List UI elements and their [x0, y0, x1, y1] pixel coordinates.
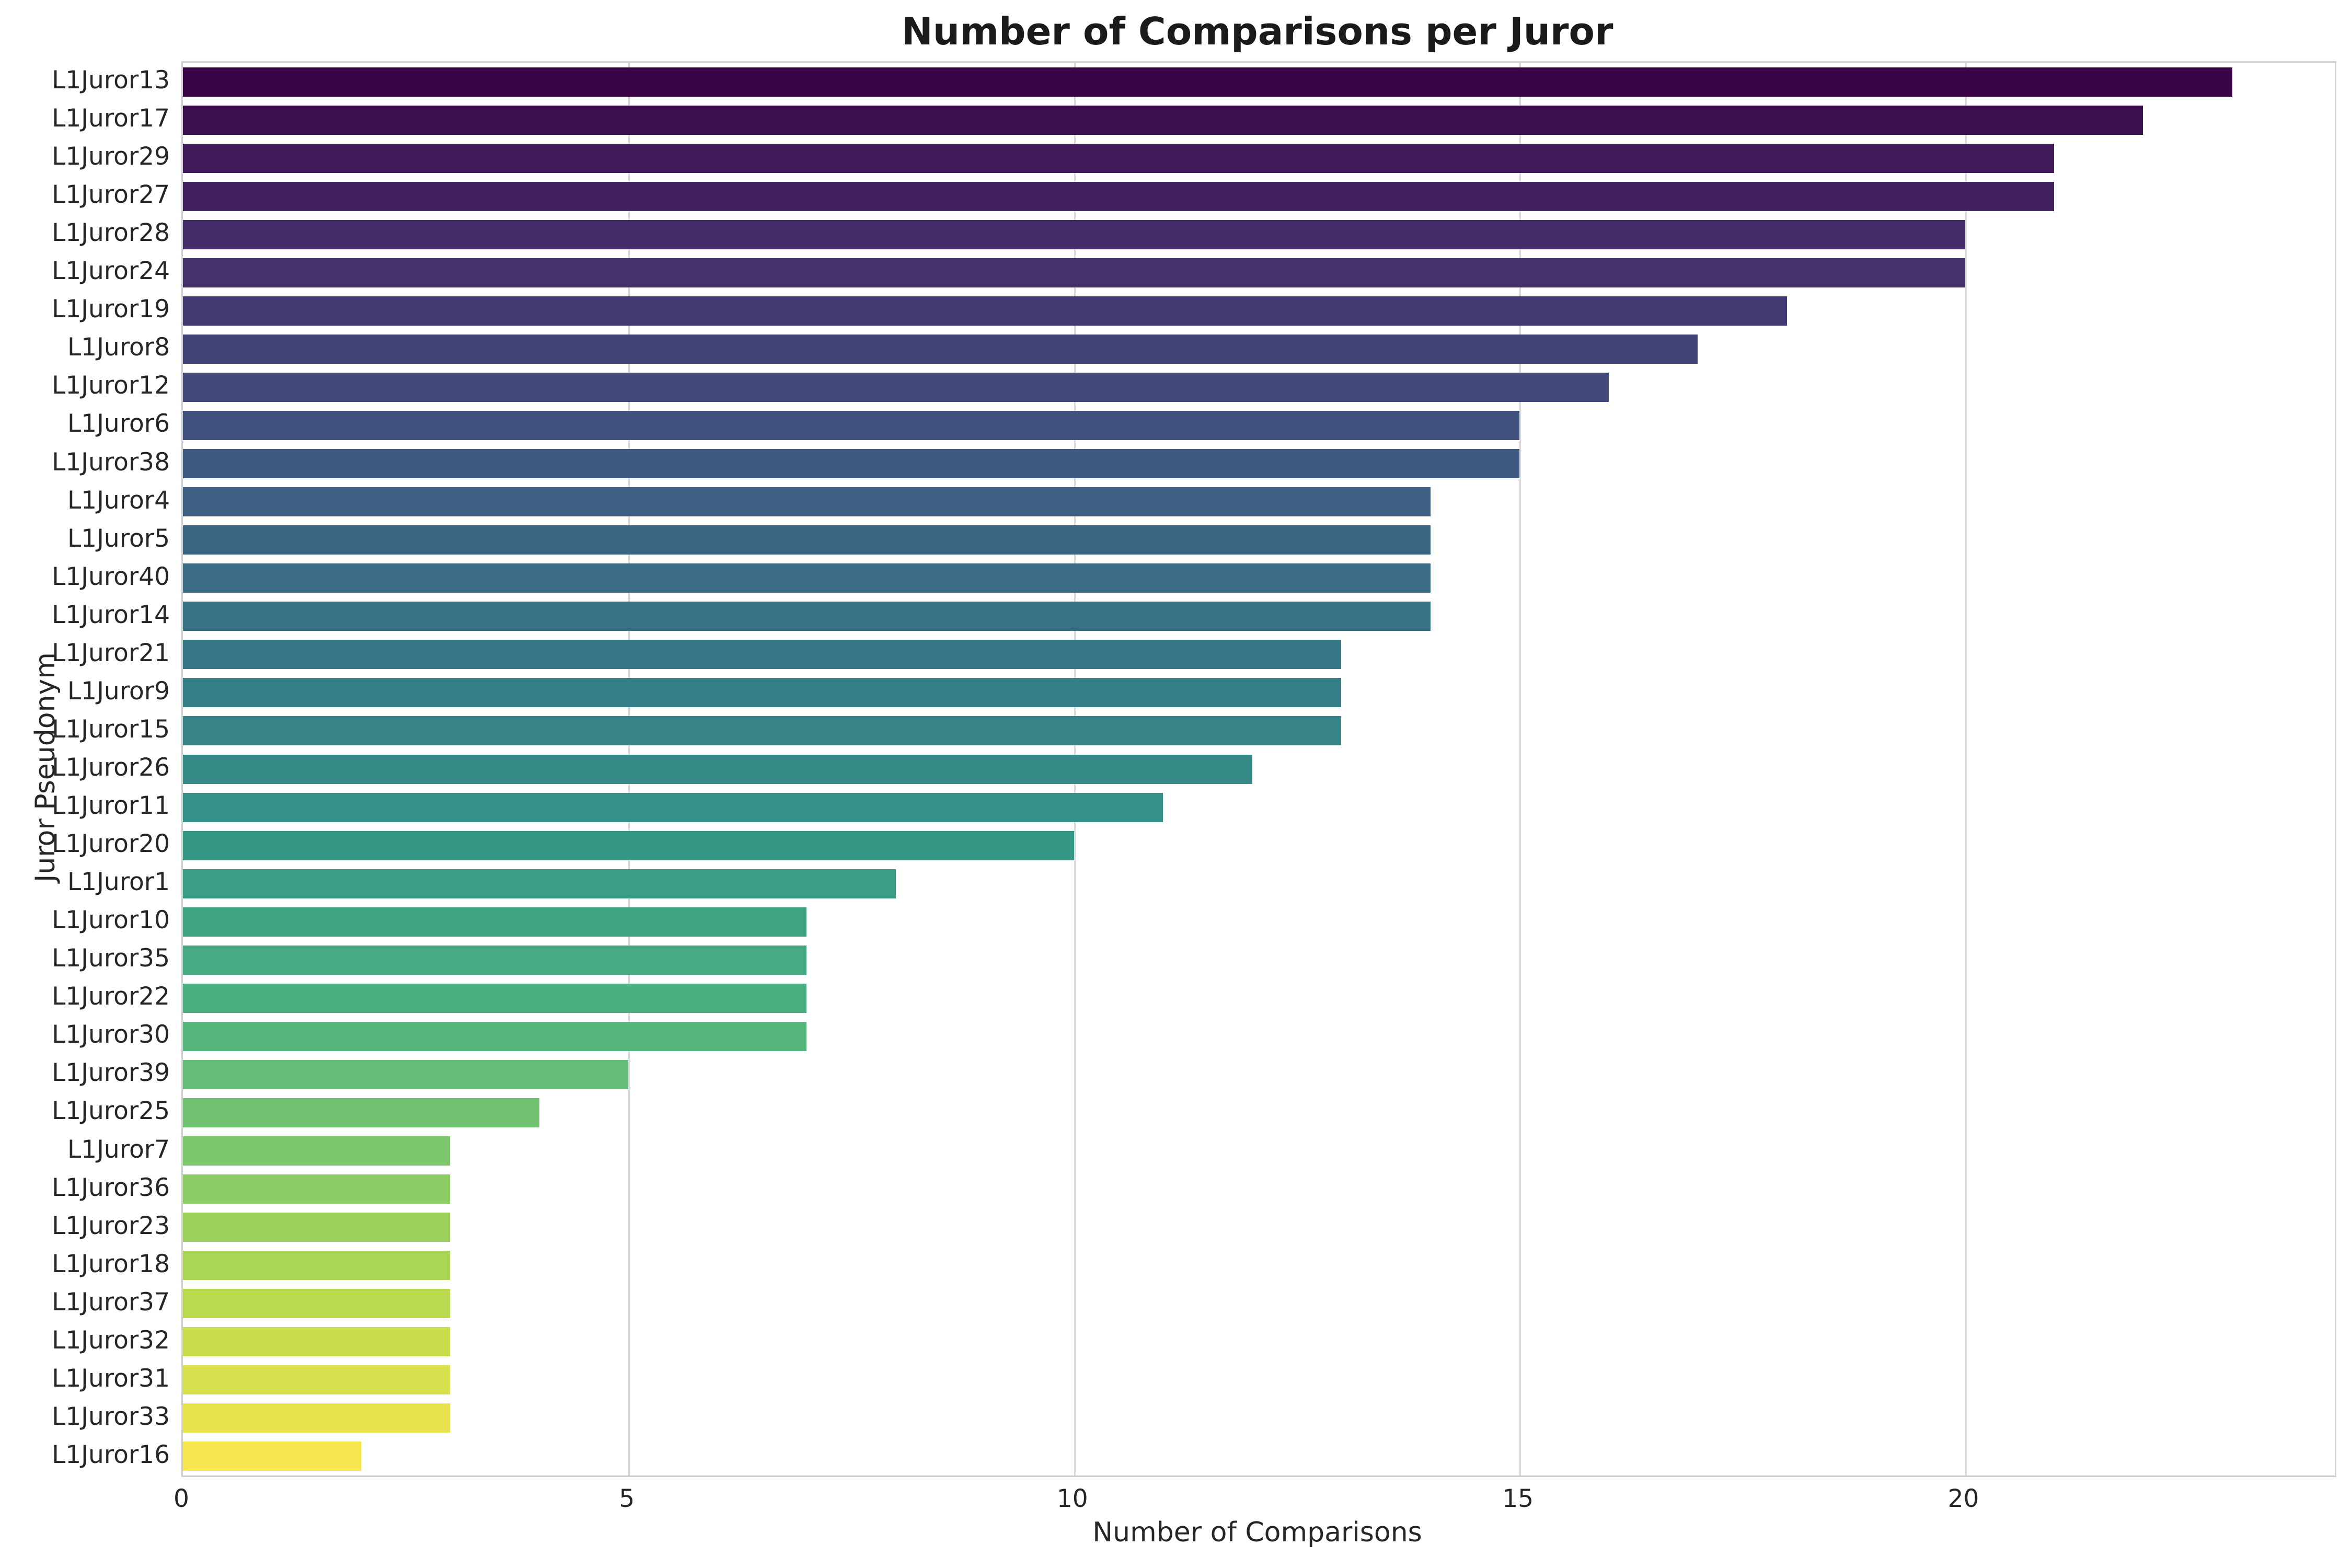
- y-tick-label: L1Juror26: [52, 753, 170, 782]
- y-tick-label: L1Juror19: [52, 295, 170, 324]
- y-tick-label: L1Juror30: [52, 1020, 170, 1050]
- y-tick-label: L1Juror27: [52, 180, 170, 210]
- bar: [183, 1327, 451, 1357]
- bar: [183, 220, 1965, 249]
- y-tick-label: L1Juror20: [52, 829, 170, 859]
- bar: [183, 525, 1431, 555]
- bar: [183, 1365, 451, 1395]
- bar: [183, 487, 1431, 517]
- bar: [183, 334, 1698, 364]
- bar: [183, 640, 1342, 670]
- y-tick-label: L1Juror29: [52, 142, 170, 171]
- y-tick-label: L1Juror7: [67, 1135, 170, 1164]
- y-tick-label: L1Juror4: [67, 486, 170, 515]
- x-tick-label: 0: [174, 1484, 189, 1513]
- y-tick-label: L1Juror38: [52, 447, 170, 477]
- y-tick-label: L1Juror13: [52, 66, 170, 95]
- y-tick-label: L1Juror22: [52, 982, 170, 1011]
- y-tick-label: L1Juror31: [52, 1364, 170, 1393]
- y-tick-label: L1Juror1: [67, 868, 170, 897]
- y-tick-label: L1Juror10: [52, 906, 170, 935]
- bar: [183, 1213, 451, 1242]
- bar: [183, 296, 1787, 326]
- bar: [183, 792, 1163, 822]
- bar: [183, 1021, 807, 1051]
- x-tick-label: 15: [1502, 1484, 1534, 1513]
- y-tick-label: L1Juror18: [52, 1249, 170, 1278]
- y-tick-label: L1Juror9: [67, 676, 170, 706]
- x-tick-label: 10: [1056, 1484, 1088, 1513]
- x-tick-label: 20: [1947, 1484, 1979, 1513]
- bar: [183, 945, 807, 975]
- y-tick-label: L1Juror16: [52, 1440, 170, 1469]
- y-tick-label: L1Juror14: [52, 600, 170, 629]
- bar: [183, 1442, 361, 1471]
- bar: [183, 1251, 451, 1281]
- bar: [183, 1289, 451, 1319]
- bar: [183, 869, 896, 898]
- y-tick-label: L1Juror32: [52, 1325, 170, 1355]
- bar: [183, 372, 1609, 402]
- y-tick-label: L1Juror11: [52, 791, 170, 821]
- y-tick-label: L1Juror39: [52, 1058, 170, 1088]
- bar: [183, 678, 1342, 708]
- bar: [183, 411, 1520, 440]
- chart-title: Number of Comparisons per Juror: [901, 9, 1613, 53]
- gridline: [1965, 63, 1967, 1475]
- bar: [183, 181, 2054, 211]
- y-tick-label: L1Juror17: [52, 104, 170, 133]
- bar: [183, 258, 1965, 287]
- bar: [183, 143, 2054, 173]
- x-axis-label: Number of Comparisons: [1092, 1517, 1422, 1548]
- bar: [183, 563, 1431, 593]
- y-tick-label: L1Juror5: [67, 524, 170, 553]
- bar: [183, 907, 807, 937]
- y-tick-label: L1Juror15: [52, 714, 170, 744]
- y-tick-label: L1Juror24: [52, 257, 170, 286]
- bar: [183, 449, 1520, 479]
- plot-area: [181, 61, 2336, 1477]
- bar: [183, 67, 2232, 97]
- bar: [183, 1136, 451, 1166]
- y-tick-label: L1Juror33: [52, 1402, 170, 1431]
- y-tick-label: L1Juror36: [52, 1173, 170, 1202]
- y-tick-label: L1Juror21: [52, 638, 170, 667]
- bar: [183, 1403, 451, 1433]
- y-tick-label: L1Juror12: [52, 371, 170, 400]
- y-tick-label: L1Juror28: [52, 218, 170, 248]
- bar: [183, 1174, 451, 1204]
- x-tick-label: 5: [619, 1484, 635, 1513]
- bar: [183, 602, 1431, 631]
- bar: [183, 1098, 539, 1127]
- bar: [183, 1059, 629, 1089]
- y-tick-label: L1Juror37: [52, 1287, 170, 1317]
- bar: [183, 831, 1074, 860]
- bar: [183, 983, 807, 1013]
- y-tick-label: L1Juror6: [67, 409, 170, 439]
- y-tick-label: L1Juror8: [67, 333, 170, 362]
- bar: [183, 716, 1342, 746]
- bar: [183, 105, 2143, 135]
- y-tick-label: L1Juror35: [52, 944, 170, 973]
- gridline: [1519, 63, 1521, 1475]
- y-tick-label: L1Juror25: [52, 1097, 170, 1126]
- y-tick-label: L1Juror40: [52, 562, 170, 591]
- y-tick-label: L1Juror23: [52, 1211, 170, 1240]
- bar: [183, 754, 1252, 784]
